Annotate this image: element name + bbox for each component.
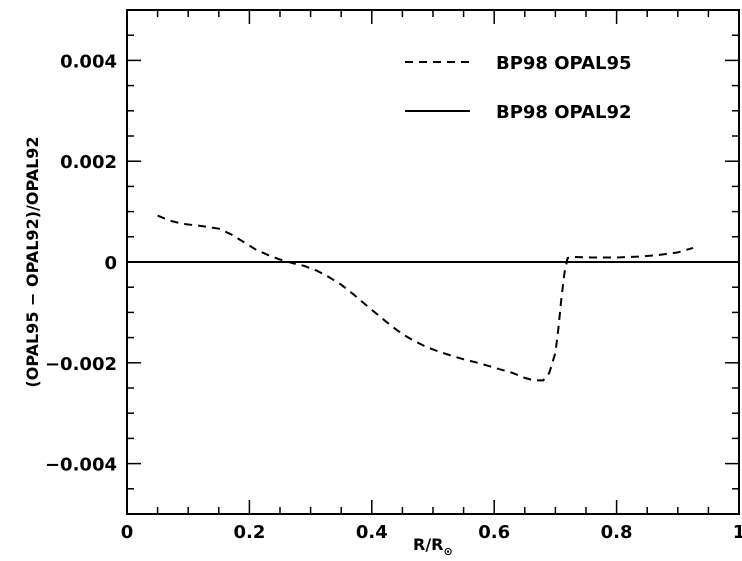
x-tick-label: 0.6	[478, 522, 510, 543]
x-axis-label-main: R/R	[413, 535, 443, 554]
y-tick-label: 0.002	[60, 152, 117, 173]
x-tick-label: 0.8	[601, 522, 633, 543]
y-tick-label: 0.004	[60, 51, 117, 72]
x-axis-label: R/R⊙	[413, 535, 453, 558]
y-tick-label: −0.004	[45, 455, 117, 476]
series	[127, 214, 739, 382]
legend-label-bp98-opal92: BP98 OPAL92	[496, 102, 632, 123]
x-tick-label: 0	[121, 522, 134, 543]
tick-labels: 0 0.2 0.4 0.6 0.8 1 −0.004 −0.002 0 0.002 0.004	[45, 51, 742, 543]
legend-label-bp98-opal95: BP98 OPAL95	[496, 53, 632, 74]
x-axis-label-subscript: ⊙	[443, 545, 452, 558]
legend: BP98 OPAL95 BP98 OPAL92	[405, 53, 632, 123]
x-tick-label: 1	[733, 522, 742, 543]
ticks	[126, 9, 740, 515]
x-tick-label: 0.4	[356, 522, 388, 543]
series-line-bp98-opal95	[157, 214, 694, 382]
y-tick-label: 0	[104, 253, 117, 274]
y-tick-label: −0.002	[45, 354, 117, 375]
y-axis-label: (OPAL95 − OPAL92)/OPAL92	[23, 136, 42, 387]
x-tick-label: 0.2	[233, 522, 265, 543]
